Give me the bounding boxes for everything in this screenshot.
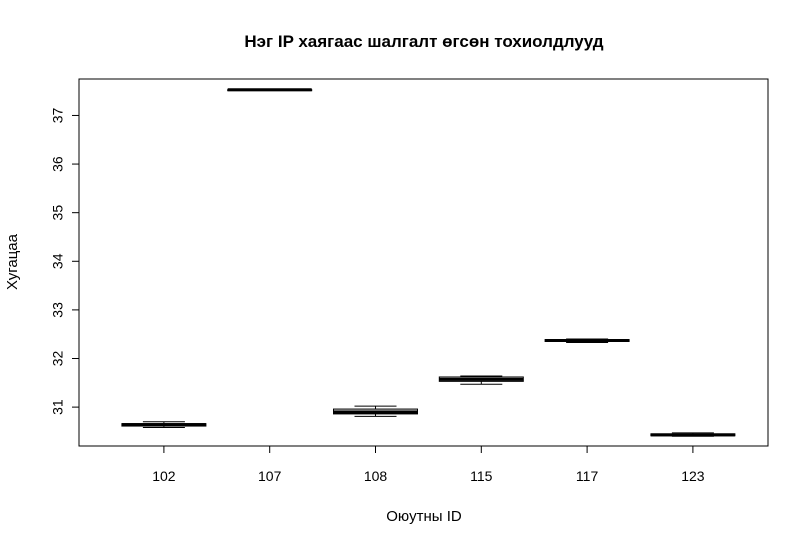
y-tick-label: 31 bbox=[50, 399, 66, 415]
y-tick-label: 35 bbox=[50, 205, 66, 221]
plot-frame bbox=[78, 78, 769, 447]
x-tick-label: 102 bbox=[152, 468, 176, 484]
x-axis: 102 107 108 115 117 123 bbox=[152, 445, 705, 484]
boxes bbox=[121, 88, 736, 437]
y-axis: 31 32 33 34 35 36 37 bbox=[50, 107, 80, 415]
x-tick-label: 117 bbox=[576, 468, 599, 484]
box-123 bbox=[650, 432, 736, 437]
y-axis-label: Хугацаа bbox=[4, 233, 21, 290]
x-axis-label: Оюутны ID bbox=[386, 508, 462, 525]
box-107 bbox=[227, 88, 313, 92]
y-tick-label: 34 bbox=[50, 253, 66, 269]
box-102 bbox=[121, 421, 207, 429]
box-115 bbox=[438, 375, 524, 385]
y-tick-label: 37 bbox=[50, 107, 66, 123]
y-tick-label: 33 bbox=[50, 302, 66, 318]
x-tick-label: 115 bbox=[470, 468, 493, 484]
box-108 bbox=[333, 405, 418, 417]
chart-title: Нэг IP хаягаас шалгалт өгсөн тохиолдлууд bbox=[244, 32, 603, 51]
y-tick-label: 32 bbox=[50, 351, 66, 367]
box-117 bbox=[544, 338, 630, 343]
y-tick-label: 36 bbox=[50, 156, 66, 172]
x-tick-label: 108 bbox=[364, 468, 388, 484]
x-tick-label: 123 bbox=[681, 468, 705, 484]
x-tick-label: 107 bbox=[258, 468, 282, 484]
